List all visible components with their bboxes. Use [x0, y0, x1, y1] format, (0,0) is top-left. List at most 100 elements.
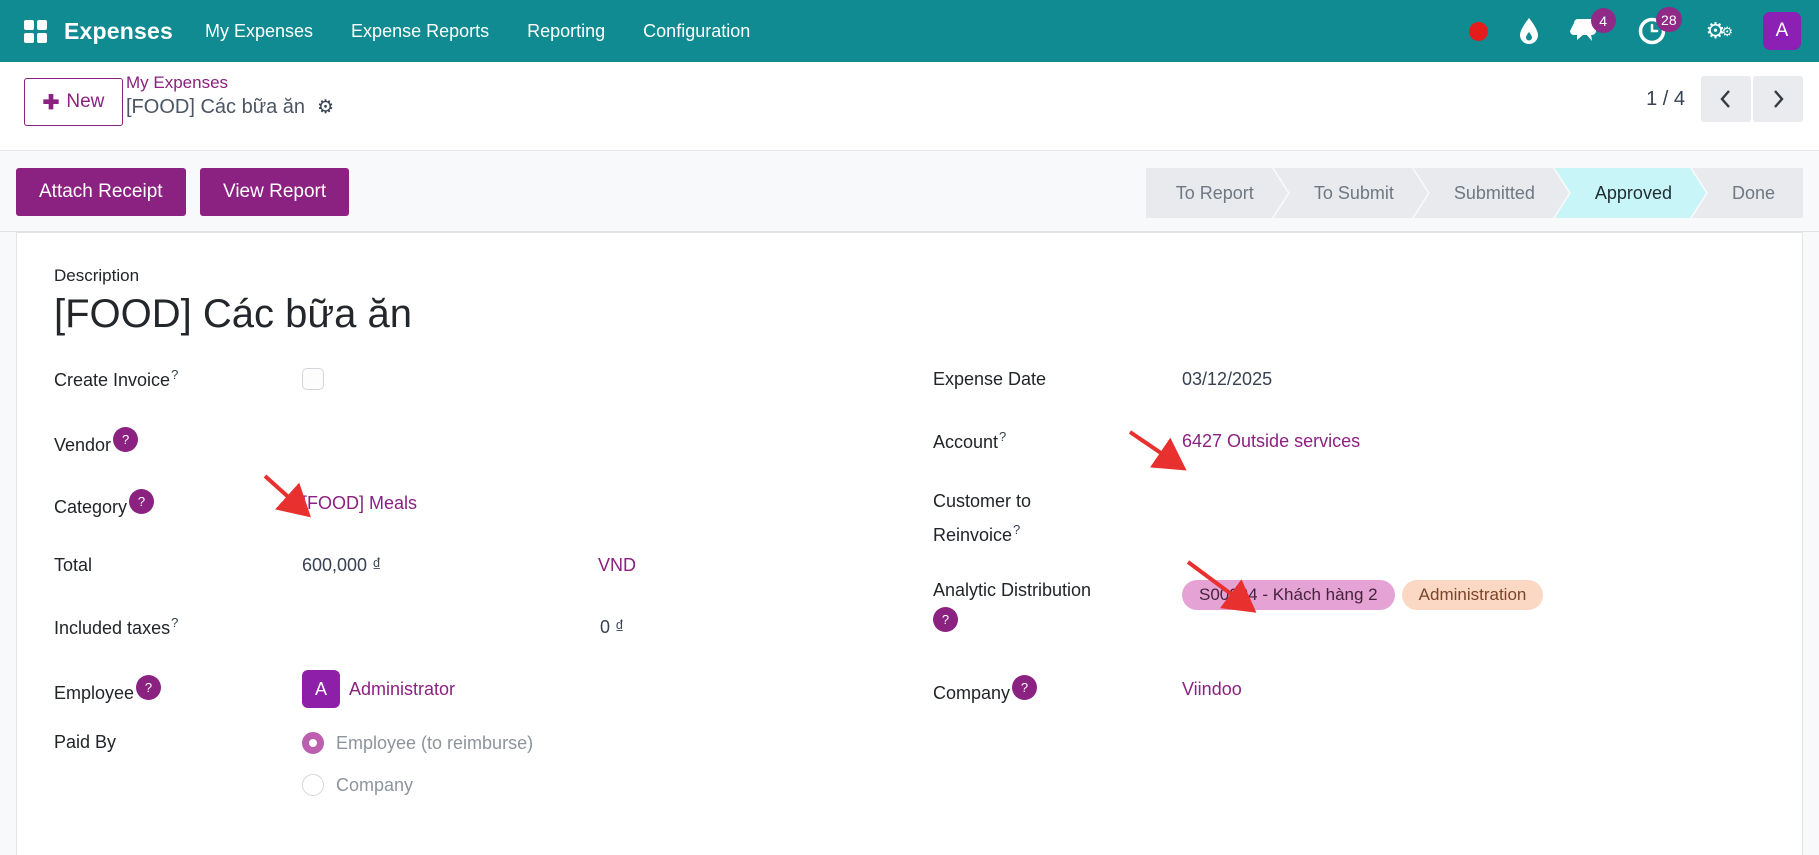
expense-date-label: Expense Date — [933, 368, 1047, 389]
create-invoice-label: Create Invoice? — [54, 367, 179, 390]
top-navbar: Expenses My Expenses Expense Reports Rep… — [0, 0, 1819, 62]
activities-count-badge: 28 — [1656, 7, 1682, 32]
radio-unchecked-icon[interactable] — [302, 774, 324, 796]
analytic-distribution-label: Analytic Distribution ? — [933, 580, 1182, 632]
total-label: Total — [54, 554, 93, 575]
recording-indicator-icon[interactable] — [1468, 21, 1488, 41]
paid-by-employee-label: Employee (to reimburse) — [336, 732, 534, 753]
apps-grid-icon-svg — [23, 19, 47, 43]
field-row-employee: Employee? A Administrator — [54, 670, 933, 708]
droplet-icon[interactable] — [1518, 17, 1540, 45]
vendor-help-icon[interactable]: ? — [113, 426, 139, 452]
radio-checked-icon[interactable] — [302, 732, 324, 754]
breadcrumb-parent-link[interactable]: My Expenses — [126, 73, 229, 92]
app-title[interactable]: Expenses — [64, 17, 173, 44]
pager-count: 1 / 4 — [1646, 87, 1685, 110]
employee-value-link[interactable]: Administrator — [349, 678, 456, 699]
menu-expense-reports[interactable]: Expense Reports — [351, 20, 490, 41]
field-row-paid-by: Paid By Employee (to reimburse) Company — [54, 732, 933, 796]
paid-by-company-label: Company — [336, 774, 414, 795]
customer-to-reinvoice-help-mark: ? — [1013, 522, 1021, 538]
field-row-analytic-distribution: Analytic Distribution ? S00024 - Khách h… — [933, 580, 1802, 646]
attach-receipt-button[interactable]: Attach Receipt — [16, 168, 186, 216]
action-bar: Attach Receipt View Report To Report To … — [0, 150, 1819, 232]
customer-to-reinvoice-label: Customer to Reinvoice? — [933, 491, 1032, 546]
status-step-done[interactable]: Done — [1691, 168, 1803, 218]
form-sheet: Description [FOOD] Các bữa ăn Create Inv… — [16, 232, 1803, 855]
employee-avatar[interactable]: A — [302, 670, 340, 708]
paid-by-options: Employee (to reimburse) Company — [302, 732, 533, 796]
company-label: Company? — [933, 674, 1182, 704]
category-label: Category? — [54, 488, 302, 518]
messages-icon[interactable]: 4 — [1569, 8, 1616, 44]
employee-help-icon[interactable]: ? — [136, 674, 162, 700]
create-invoice-checkbox[interactable] — [302, 368, 324, 390]
new-button[interactable]: ✚ New — [24, 78, 123, 126]
field-row-vendor: Vendor? — [54, 422, 933, 460]
included-taxes-label: Included taxes? — [54, 615, 179, 638]
menu-configuration[interactable]: Configuration — [643, 20, 751, 41]
field-row-create-invoice: Create Invoice? — [54, 360, 933, 398]
user-avatar[interactable]: A — [1763, 12, 1801, 50]
vendor-label: Vendor? — [54, 426, 302, 456]
view-report-button[interactable]: View Report — [200, 168, 350, 216]
droplet-icon-svg — [1519, 18, 1538, 44]
account-value-link[interactable]: 6427 Outside services — [1182, 430, 1361, 451]
activities-clock-icon[interactable]: 28 — [1638, 7, 1682, 45]
plus-icon: ✚ — [42, 91, 60, 114]
company-value-link[interactable]: Viindoo — [1182, 678, 1242, 699]
form-right-column: Expense Date 03/12/2025 Account? 6427 Ou… — [933, 360, 1802, 820]
breadcrumb-current: [FOOD] Các bữa ăn — [126, 96, 306, 118]
menu-reporting[interactable]: Reporting — [527, 20, 606, 41]
total-amount[interactable]: 600,000 ₫ — [302, 554, 382, 575]
create-invoice-help-mark: ? — [171, 367, 179, 382]
field-row-expense-date: Expense Date 03/12/2025 — [933, 360, 1802, 398]
apps-grid-icon[interactable] — [12, 8, 58, 54]
form-left-column: Create Invoice? Vendor? Category? [FOOD]… — [54, 360, 933, 820]
account-help-mark: ? — [999, 429, 1007, 444]
expense-date-value[interactable]: 03/12/2025 — [1182, 368, 1273, 389]
status-pipeline: To Report To Submit Submitted Approved D… — [1146, 168, 1803, 218]
messages-count-badge: 4 — [1590, 8, 1616, 33]
menu-my-expenses[interactable]: My Expenses — [205, 20, 314, 41]
category-help-icon[interactable]: ? — [129, 488, 155, 514]
red-dot-icon — [1468, 21, 1488, 41]
control-panel: ✚ New My Expenses [FOOD] Các bữa ăn ⚙ 1 … — [0, 62, 1819, 150]
navbar-systray: 4 28 ⚙ ⚙ A — [1468, 7, 1807, 50]
record-pager: 1 / 4 — [1646, 76, 1803, 122]
status-step-to-report[interactable]: To Report — [1146, 168, 1288, 218]
analytic-distribution-tags: S00024 - Khách hàng 2 Administration — [1182, 580, 1544, 610]
expense-title[interactable]: [FOOD] Các bữa ăn — [54, 292, 413, 336]
chevron-right-icon — [1774, 90, 1784, 108]
field-row-company: Company? Viindoo — [933, 670, 1802, 708]
total-currency-link[interactable]: VND — [598, 554, 637, 575]
pager-next-button[interactable] — [1753, 76, 1803, 122]
new-button-label: New — [66, 91, 105, 112]
action-gear-icon[interactable]: ⚙ — [317, 97, 335, 118]
paid-by-option-company[interactable]: Company — [302, 774, 533, 796]
analytic-tag-s00024[interactable]: S00024 - Khách hàng 2 — [1182, 580, 1395, 610]
account-label: Account? — [933, 429, 1007, 452]
included-taxes-help-mark: ? — [171, 615, 179, 630]
main-menu: My Expenses Expense Reports Reporting Co… — [205, 21, 750, 42]
status-step-to-submit[interactable]: To Submit — [1274, 168, 1428, 218]
included-taxes-value: 0 ₫ — [600, 616, 625, 637]
paid-by-label: Paid By — [54, 732, 117, 752]
field-row-total: Total 600,000 ₫ VND — [54, 546, 933, 584]
field-row-customer-to-reinvoice: Customer to Reinvoice? — [933, 484, 1802, 556]
chat-bubbles-icon-svg — [1569, 19, 1596, 41]
paid-by-option-employee[interactable]: Employee (to reimburse) — [302, 732, 533, 754]
company-help-icon[interactable]: ? — [1012, 674, 1038, 700]
analytic-tag-administration[interactable]: Administration — [1401, 580, 1544, 610]
pager-previous-button[interactable] — [1701, 76, 1751, 122]
chevron-left-icon — [1720, 90, 1730, 108]
analytic-distribution-help-icon[interactable]: ? — [933, 607, 958, 632]
category-value-link[interactable]: [FOOD] Meals — [302, 492, 418, 513]
description-label: Description — [54, 266, 140, 285]
employee-label: Employee? — [54, 674, 302, 704]
breadcrumb: My Expenses [FOOD] Các bữa ăn ⚙ — [126, 73, 334, 119]
settings-gears-icon[interactable]: ⚙ ⚙ — [1705, 18, 1733, 43]
status-step-approved[interactable]: Approved — [1555, 168, 1706, 218]
field-row-included-taxes: Included taxes? 0 ₫ — [54, 608, 933, 646]
status-step-submitted[interactable]: Submitted — [1414, 168, 1569, 218]
